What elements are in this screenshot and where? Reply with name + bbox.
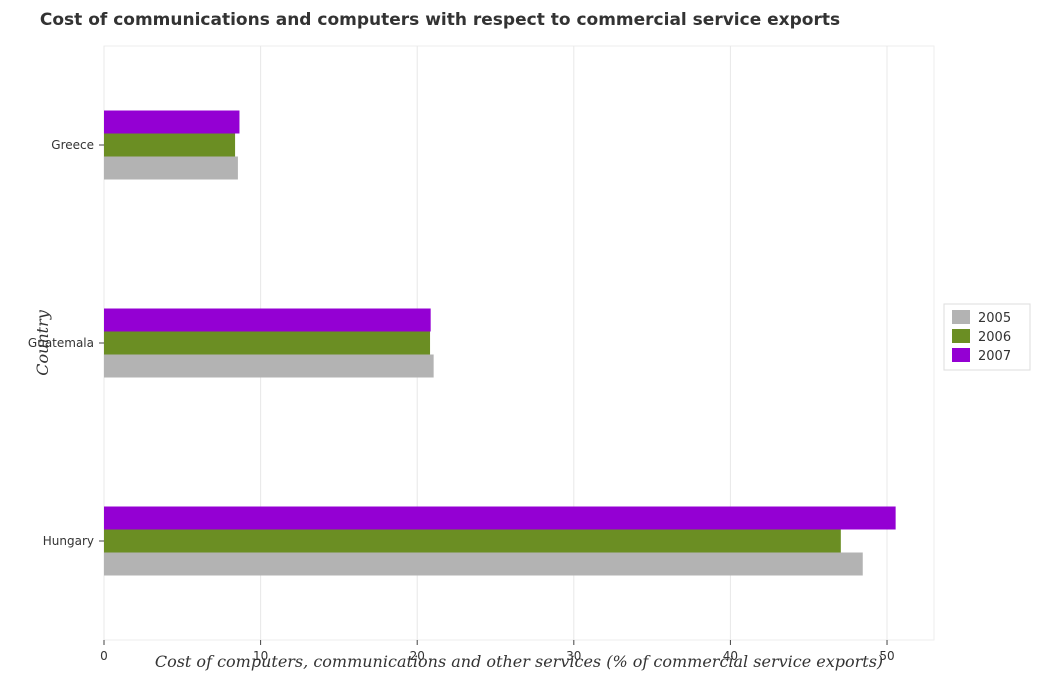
bar-2005-greece bbox=[104, 156, 238, 180]
bar-2006-greece bbox=[104, 133, 236, 157]
chart-title: Cost of communications and computers wit… bbox=[40, 10, 840, 30]
x-axis-label: Cost of computers, communications and ot… bbox=[155, 652, 883, 671]
legend-swatch-2005 bbox=[952, 310, 970, 324]
bar-2007-greece bbox=[104, 110, 240, 134]
x-tick-label: 50 bbox=[879, 649, 894, 663]
x-tick-label: 30 bbox=[566, 649, 581, 663]
legend: 2005 2006 2007 bbox=[943, 303, 1031, 371]
y-axis-ticks: Greece Guatemala Hungary bbox=[28, 138, 104, 548]
legend-label-2007: 2007 bbox=[978, 349, 1011, 364]
legend-label-2006: 2006 bbox=[978, 330, 1011, 345]
y-axis-label: Country bbox=[33, 309, 52, 376]
bars bbox=[104, 110, 896, 576]
bar-2006-guatemala bbox=[104, 331, 431, 355]
legend-swatch-2006 bbox=[952, 329, 970, 343]
legend-label-2005: 2005 bbox=[978, 311, 1011, 326]
bar-2005-guatemala bbox=[104, 354, 434, 378]
bar-2007-guatemala bbox=[104, 308, 431, 332]
x-axis-ticks: 0 10 20 30 40 50 bbox=[100, 640, 895, 663]
bar-2005-hungary bbox=[104, 552, 863, 576]
y-tick-label: Greece bbox=[51, 138, 94, 152]
bar-2007-hungary bbox=[104, 506, 896, 530]
legend-swatch-2007 bbox=[952, 348, 970, 362]
x-tick-label: 10 bbox=[253, 649, 268, 663]
y-tick-label: Guatemala bbox=[28, 336, 94, 350]
x-tick-label: 20 bbox=[410, 649, 425, 663]
x-tick-label: 0 bbox=[100, 649, 108, 663]
bar-2006-hungary bbox=[104, 529, 841, 553]
y-tick-label: Hungary bbox=[43, 534, 94, 548]
x-tick-label: 40 bbox=[723, 649, 738, 663]
